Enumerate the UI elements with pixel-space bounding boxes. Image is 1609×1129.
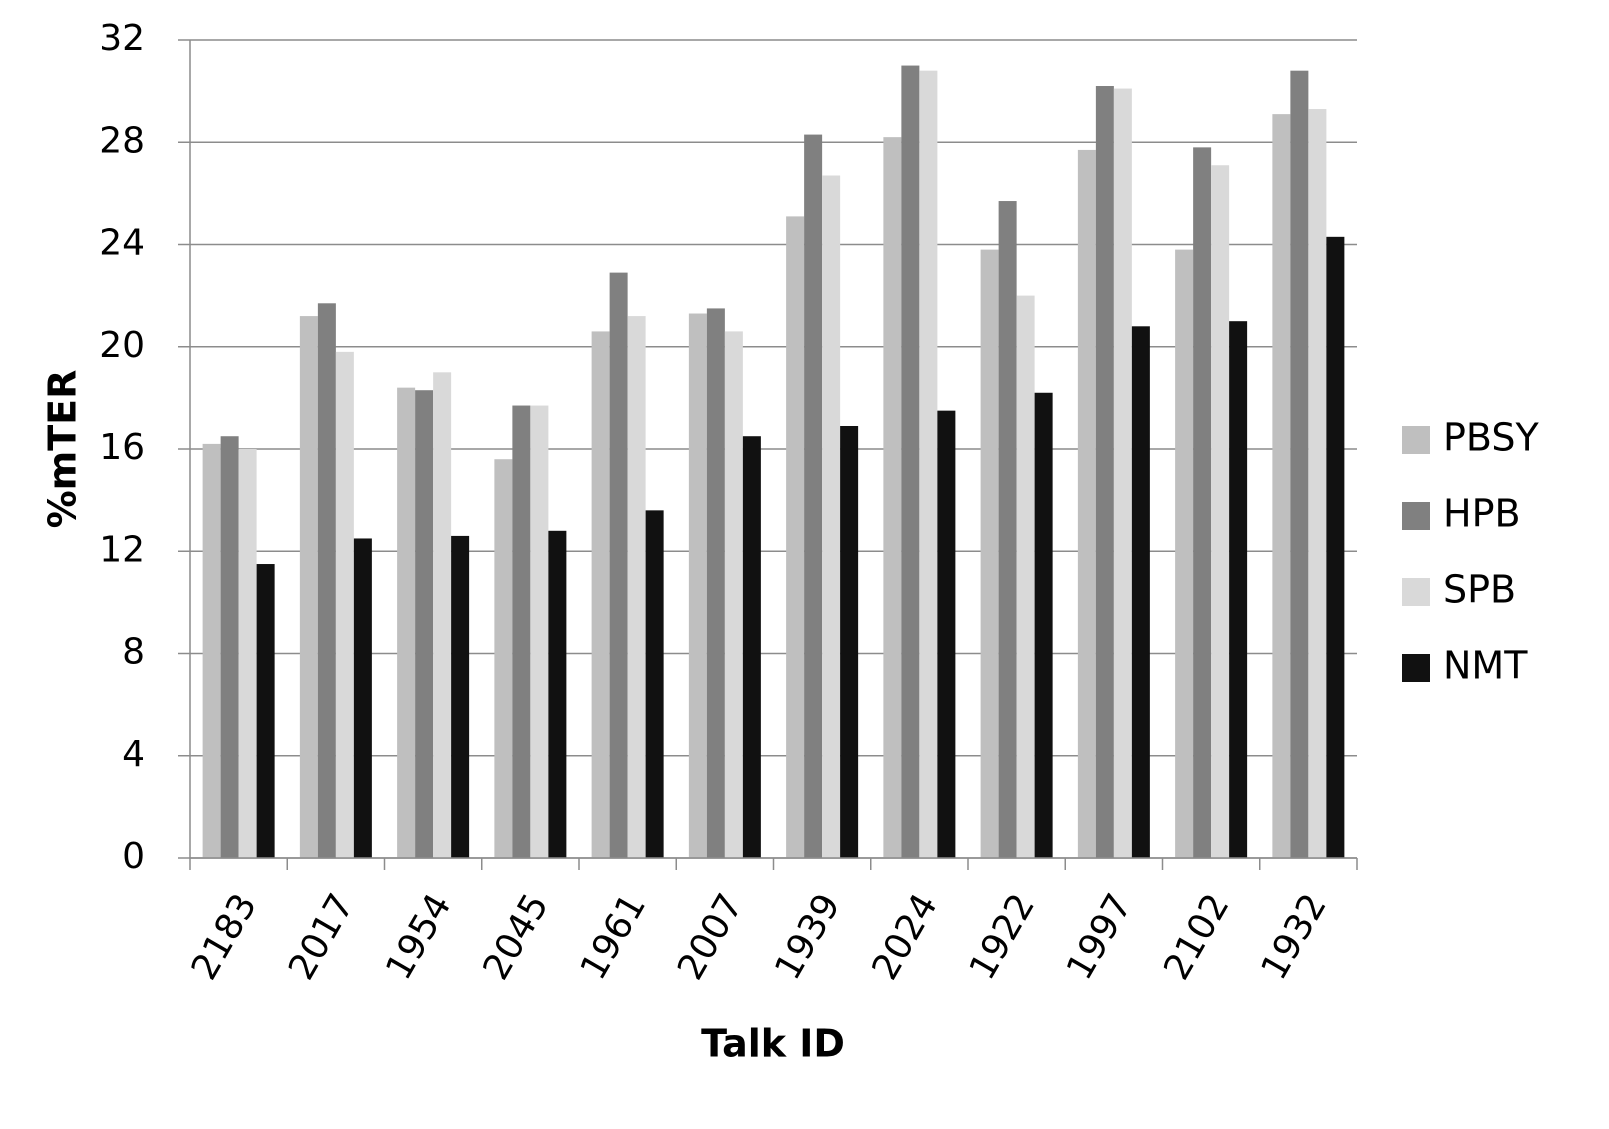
bar [494, 459, 513, 858]
bar [840, 425, 859, 858]
y-tick-label: 16 [99, 427, 145, 468]
bar [591, 331, 610, 859]
bar [883, 137, 902, 858]
bar [256, 564, 275, 858]
y-tick-label: 0 [122, 836, 145, 877]
bar [688, 313, 707, 858]
bar [742, 436, 761, 858]
bar [548, 530, 567, 858]
bar [706, 308, 725, 858]
y-tick-label: 8 [122, 632, 145, 673]
bar [1326, 236, 1345, 859]
bar [433, 372, 452, 858]
bar [1034, 392, 1053, 858]
y-tick-label: 20 [99, 325, 145, 366]
bar [220, 436, 239, 858]
x-axis-label: Talk ID [701, 1022, 845, 1066]
bar [335, 351, 354, 858]
legend-label: NMT [1443, 644, 1528, 688]
bar [1077, 149, 1096, 858]
y-tick-label: 4 [122, 734, 145, 775]
bar [1016, 295, 1035, 858]
legend-label: SPB [1443, 568, 1516, 612]
bar [397, 387, 416, 858]
bar [1193, 147, 1212, 859]
bar [901, 65, 920, 858]
legend-swatch [1402, 426, 1430, 454]
bar [919, 70, 938, 859]
bar [1308, 109, 1327, 859]
bar [1113, 88, 1132, 859]
bar [1175, 249, 1194, 859]
legend-swatch [1402, 502, 1430, 530]
bar [299, 316, 318, 858]
bar [353, 538, 372, 858]
bar [202, 443, 221, 858]
bar [822, 175, 841, 858]
bar [317, 303, 336, 858]
legend-swatch [1402, 654, 1430, 682]
bar [1229, 321, 1248, 858]
y-tick-label: 12 [99, 529, 145, 570]
bar [609, 272, 628, 858]
y-tick-label: 24 [99, 223, 145, 264]
bar [1211, 165, 1230, 859]
bar [451, 535, 470, 858]
bar [1272, 114, 1291, 859]
bar [238, 449, 257, 858]
bar [1095, 86, 1114, 858]
bar [980, 249, 999, 859]
legend-label: PBSY [1443, 416, 1539, 460]
legend-label: HPB [1443, 492, 1521, 536]
bar [645, 510, 664, 858]
legend-swatch [1402, 578, 1430, 606]
y-axis-label: %mTER [41, 370, 85, 529]
y-tick-label: 28 [99, 120, 145, 161]
bar [724, 331, 743, 859]
bar [998, 201, 1017, 858]
bar [415, 390, 434, 858]
bar [1131, 326, 1150, 858]
bar [1290, 70, 1309, 859]
y-tick-label: 32 [99, 18, 145, 59]
bar [937, 410, 956, 858]
bar [512, 405, 531, 858]
bar [530, 405, 549, 858]
bar [786, 216, 805, 859]
bar [627, 316, 646, 858]
bar [804, 134, 823, 859]
